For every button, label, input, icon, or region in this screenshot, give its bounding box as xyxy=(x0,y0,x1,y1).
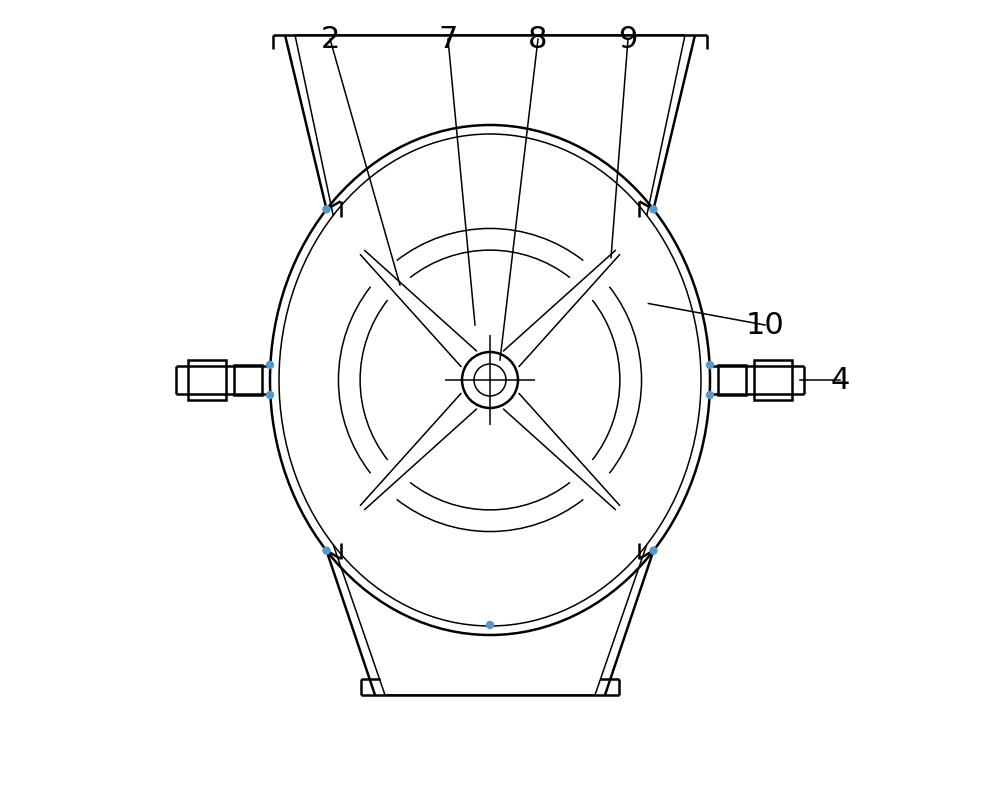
Circle shape xyxy=(323,206,330,213)
Bar xyxy=(754,360,792,400)
Text: 4: 4 xyxy=(830,366,850,394)
Circle shape xyxy=(323,547,330,554)
Text: 2: 2 xyxy=(320,25,340,53)
Text: 7: 7 xyxy=(438,25,458,53)
Text: 10: 10 xyxy=(746,311,784,339)
Bar xyxy=(188,360,226,400)
Circle shape xyxy=(706,362,714,369)
Text: 9: 9 xyxy=(618,25,638,53)
Circle shape xyxy=(650,206,657,213)
Circle shape xyxy=(487,622,494,629)
Circle shape xyxy=(650,547,657,554)
Text: 8: 8 xyxy=(528,25,548,53)
Circle shape xyxy=(706,391,714,398)
Bar xyxy=(234,365,262,395)
Bar xyxy=(718,365,746,395)
Circle shape xyxy=(267,391,274,398)
Circle shape xyxy=(267,362,274,369)
